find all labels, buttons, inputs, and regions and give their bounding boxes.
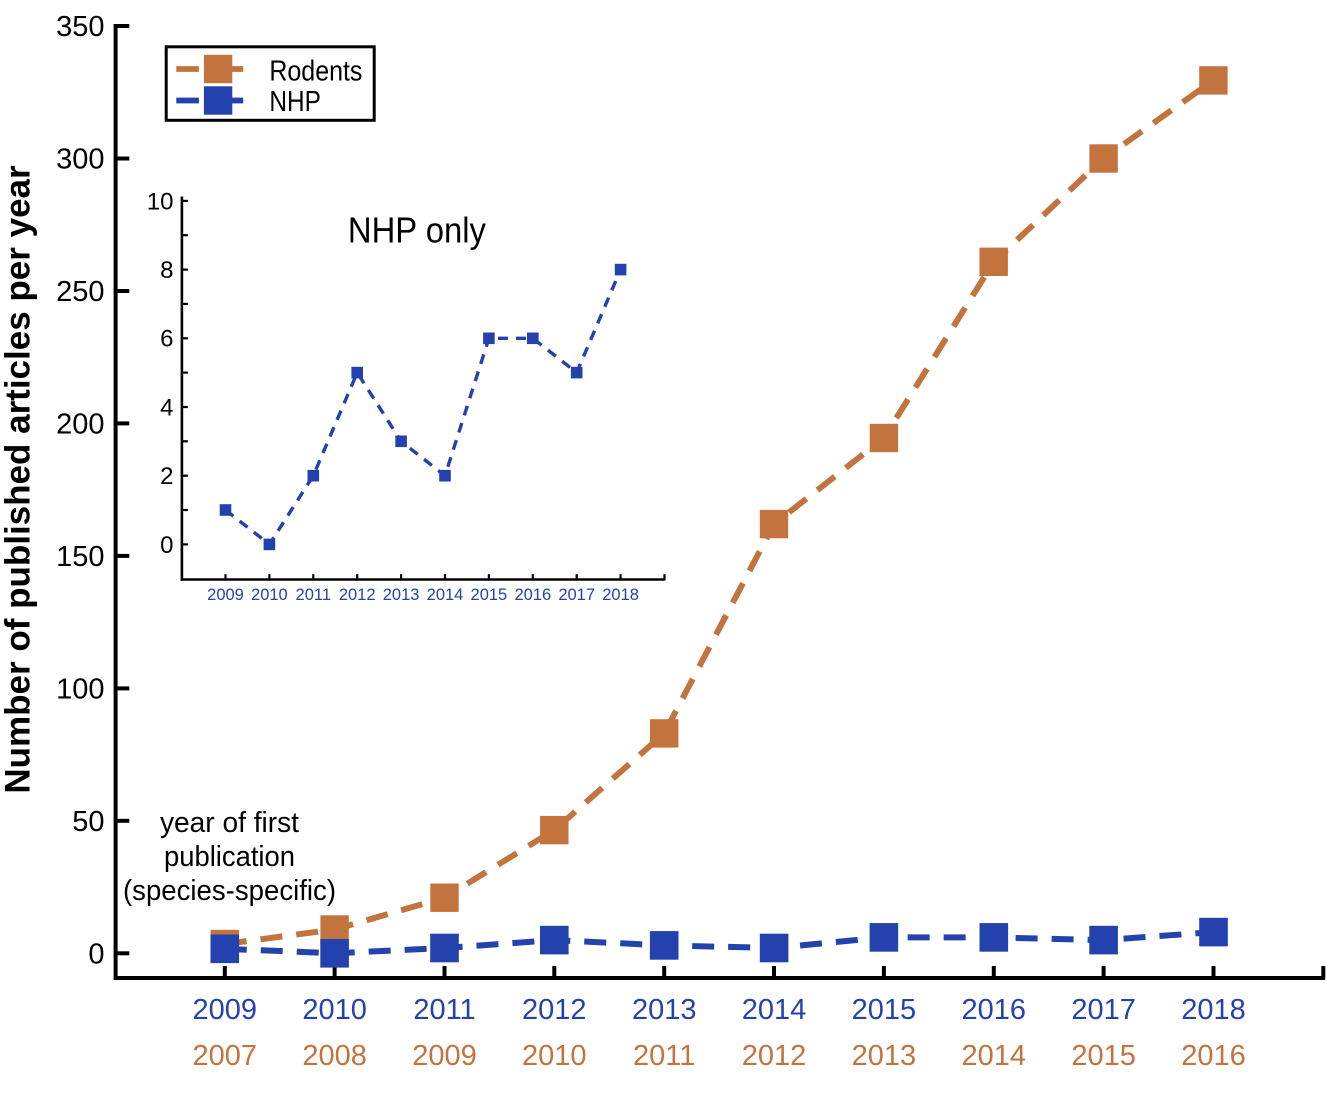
svg-text:2015: 2015: [1071, 1040, 1136, 1072]
svg-text:2009: 2009: [412, 1040, 477, 1072]
svg-text:350: 350: [56, 11, 104, 43]
svg-text:2014: 2014: [427, 586, 464, 604]
svg-text:2016: 2016: [514, 586, 551, 604]
svg-text:2009: 2009: [207, 586, 244, 604]
svg-text:Number of published articles p: Number of published articles per year: [0, 165, 38, 794]
svg-text:Rodents: Rodents: [269, 56, 362, 88]
svg-text:2007: 2007: [193, 1040, 258, 1072]
svg-text:10: 10: [147, 188, 174, 215]
svg-text:2010: 2010: [251, 586, 288, 604]
svg-text:0: 0: [160, 532, 173, 559]
svg-text:2013: 2013: [852, 1040, 917, 1072]
svg-text:8: 8: [160, 257, 173, 284]
svg-text:2016: 2016: [1181, 1040, 1246, 1072]
svg-text:2012: 2012: [339, 586, 376, 604]
svg-text:year of first: year of first: [160, 807, 299, 839]
svg-text:2012: 2012: [742, 1040, 807, 1072]
svg-text:2: 2: [160, 463, 173, 490]
svg-text:(species-specific): (species-specific): [123, 875, 336, 907]
svg-text:2014: 2014: [742, 994, 807, 1026]
svg-text:2011: 2011: [296, 586, 331, 604]
svg-text:2018: 2018: [1181, 994, 1246, 1026]
svg-text:2017: 2017: [558, 586, 595, 604]
svg-text:2010: 2010: [302, 994, 367, 1026]
svg-text:2016: 2016: [962, 994, 1027, 1026]
svg-text:300: 300: [56, 144, 104, 176]
svg-text:4: 4: [160, 394, 173, 421]
svg-text:2014: 2014: [962, 1040, 1027, 1072]
svg-text:6: 6: [160, 326, 173, 353]
svg-text:50: 50: [72, 806, 104, 838]
svg-text:0: 0: [88, 939, 104, 971]
svg-text:2008: 2008: [302, 1040, 367, 1072]
svg-text:150: 150: [56, 541, 104, 573]
svg-text:200: 200: [56, 409, 104, 441]
svg-text:2015: 2015: [471, 586, 508, 604]
svg-text:2013: 2013: [632, 994, 697, 1026]
svg-text:NHP only: NHP only: [348, 209, 486, 250]
svg-text:2015: 2015: [852, 994, 917, 1026]
svg-text:NHP: NHP: [269, 86, 321, 118]
svg-text:250: 250: [56, 276, 104, 308]
svg-text:2010: 2010: [522, 1040, 587, 1072]
svg-text:2011: 2011: [413, 994, 475, 1026]
svg-text:2011: 2011: [633, 1040, 695, 1072]
svg-text:2013: 2013: [383, 586, 420, 604]
svg-text:2012: 2012: [522, 994, 587, 1026]
svg-text:2018: 2018: [602, 586, 639, 604]
svg-text:2017: 2017: [1071, 994, 1136, 1026]
svg-text:100: 100: [56, 674, 104, 706]
svg-text:2009: 2009: [193, 994, 258, 1026]
svg-text:publication: publication: [164, 841, 295, 873]
